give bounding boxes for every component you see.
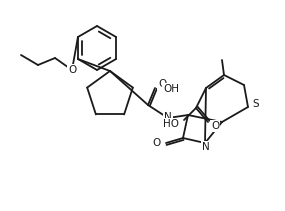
Text: S: S	[252, 99, 258, 109]
Text: OH: OH	[163, 84, 179, 94]
Text: HO: HO	[163, 119, 179, 129]
Text: O: O	[211, 121, 219, 131]
Text: O: O	[153, 138, 161, 148]
Text: O: O	[68, 65, 76, 75]
Text: O: O	[158, 79, 166, 89]
Text: N: N	[164, 112, 172, 122]
Text: N: N	[202, 142, 210, 152]
